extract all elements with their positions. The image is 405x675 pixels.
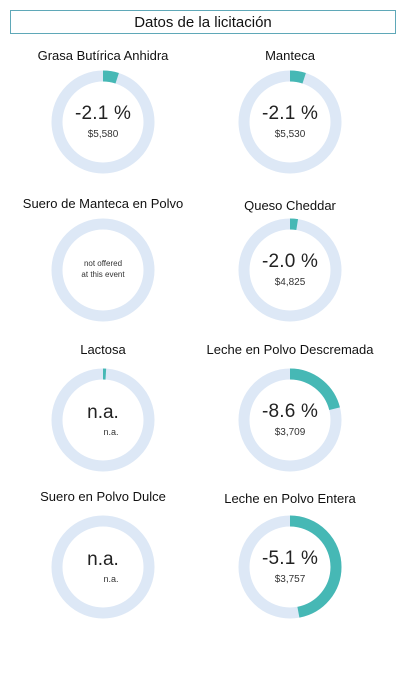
price-value: $3,757: [274, 573, 306, 585]
page-title: Datos de la licitación: [10, 10, 396, 34]
change-gauge: n.a. n.a.: [51, 515, 155, 619]
product-name: Leche en Polvo Descremada: [206, 342, 374, 357]
product-name: Leche en Polvo Entera: [224, 491, 356, 506]
product-name: Manteca: [265, 48, 315, 63]
price-value: $5,530: [274, 128, 306, 140]
product-card-manteca: Manteca -2.1 % $5,530: [195, 48, 385, 198]
not-offered-line-1: not offered: [83, 259, 123, 269]
change-percent: n.a.: [87, 401, 119, 423]
price-value: n.a.: [103, 574, 119, 585]
not-offered-label: not offered at this event: [81, 259, 124, 281]
change-gauge: -8.6 % $3,709: [238, 368, 342, 472]
change-percent: -2.0 %: [261, 251, 319, 273]
change-percent: -2.1 %: [74, 103, 132, 125]
product-card-lactosa: Lactosa n.a. n.a.: [8, 342, 198, 492]
product-name: Suero de Manteca en Polvo: [22, 196, 184, 211]
product-name: Lactosa: [80, 342, 126, 357]
change-percent: n.a.: [87, 548, 119, 570]
product-card-leche-descremada: Leche en Polvo Descremada -8.6 % $3,709: [195, 342, 385, 492]
change-percent: -2.1 %: [261, 103, 319, 125]
price-value: $5,580: [87, 128, 119, 140]
product-card-grasa-butirica: Grasa Butírica Anhidra -2.1 % $5,580: [8, 48, 198, 198]
price-value: $3,709: [274, 426, 306, 438]
product-card-leche-entera: Leche en Polvo Entera -5.1 % $3,757: [195, 491, 385, 641]
price-value: $4,825: [274, 276, 306, 288]
product-card-suero-manteca: Suero de Manteca en Polvo not offered at…: [8, 196, 198, 346]
product-name: Suero en Polvo Dulce: [40, 489, 166, 504]
change-gauge: not offered at this event: [51, 218, 155, 322]
not-offered-line-2: at this event: [81, 270, 125, 279]
change-percent: -8.6 %: [261, 401, 319, 423]
change-gauge: -5.1 % $3,757: [238, 515, 342, 619]
change-gauge: -2.1 % $5,530: [238, 70, 342, 174]
change-percent: -5.1 %: [261, 548, 319, 570]
product-card-suero-dulce: Suero en Polvo Dulce n.a. n.a.: [8, 489, 198, 639]
product-name: Grasa Butírica Anhidra: [37, 48, 169, 63]
product-card-queso-cheddar: Queso Cheddar -2.0 % $4,825: [195, 198, 385, 348]
product-name: Queso Cheddar: [244, 198, 336, 213]
change-gauge: -2.1 % $5,580: [51, 70, 155, 174]
price-value: n.a.: [103, 427, 119, 438]
change-gauge: n.a. n.a.: [51, 368, 155, 472]
change-gauge: -2.0 % $4,825: [238, 218, 342, 322]
